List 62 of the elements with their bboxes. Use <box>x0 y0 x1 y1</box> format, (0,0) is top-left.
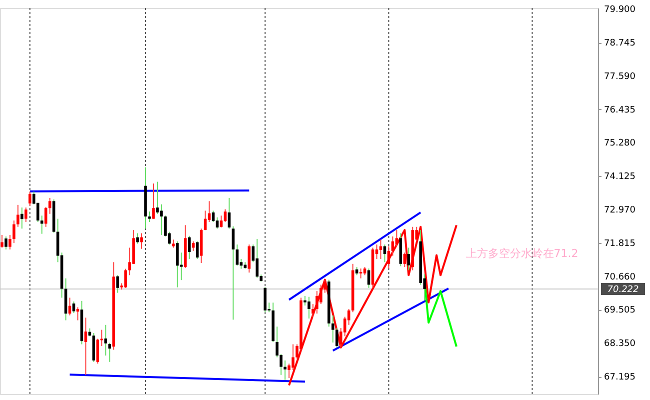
candlestick <box>308 296 310 320</box>
y-tick-label: 77.590 <box>604 72 636 82</box>
candlestick <box>264 286 267 313</box>
line-series <box>288 224 458 386</box>
annotation: 上方多空分水岭在71.2 <box>466 247 578 260</box>
y-tick-label: 72.970 <box>604 206 636 216</box>
y-tick-label: 71.815 <box>604 238 636 249</box>
candlestick <box>196 240 199 260</box>
candlestick <box>140 232 143 250</box>
candlestick <box>72 300 76 314</box>
y-tick-label: 76.435 <box>604 105 636 116</box>
candlestick <box>403 252 406 268</box>
candlestick <box>84 317 88 376</box>
candlestick <box>40 215 44 234</box>
candlestick <box>96 338 100 364</box>
candlestick <box>320 284 322 305</box>
y-tick-label: 67.195 <box>604 372 636 383</box>
candlestick <box>16 204 20 228</box>
candlestick <box>367 268 370 288</box>
candlestick <box>160 204 163 236</box>
candlestick <box>176 240 179 288</box>
y-tick-label: 68.350 <box>604 339 636 350</box>
candlestick <box>256 238 259 278</box>
y-tick-label: 78.745 <box>604 38 636 49</box>
candlestick <box>12 220 16 244</box>
candlestick <box>216 216 219 230</box>
candlestick <box>20 207 24 230</box>
candlestick <box>104 324 108 356</box>
candlestick <box>407 247 410 271</box>
candlestick <box>0 234 4 248</box>
candlestick <box>4 236 8 250</box>
candlestick <box>48 197 52 214</box>
candlestick <box>148 211 151 222</box>
candlestick <box>232 226 235 320</box>
candlestick <box>304 295 306 306</box>
candlestick <box>24 207 28 222</box>
ref-line-label: 70.222 <box>607 284 640 295</box>
candlestick <box>220 215 223 228</box>
candlestick <box>292 344 294 370</box>
candlestick <box>331 314 334 344</box>
candlestick <box>108 342 112 362</box>
y-tick-label: 74.125 <box>604 172 636 182</box>
y-tick-label: 75.280 <box>604 138 636 149</box>
candlestick <box>116 274 119 294</box>
candlestick <box>124 268 127 288</box>
candlestick <box>8 234 12 250</box>
candlestick <box>188 235 191 260</box>
candlestick <box>236 244 239 266</box>
candlestick <box>136 232 139 244</box>
candlestick <box>335 328 338 348</box>
candlestick <box>284 360 286 380</box>
y-tick-label: 79.900 <box>604 5 636 16</box>
candlestick <box>28 191 32 207</box>
candlestick <box>152 183 155 220</box>
candlestick <box>156 181 159 214</box>
candlestick <box>395 230 398 247</box>
candlestick <box>387 246 390 270</box>
y-tick-label: 70.660 <box>604 272 636 282</box>
candlestick <box>316 290 318 314</box>
y-tick-label: 69.505 <box>604 306 636 316</box>
candlestick <box>359 268 362 279</box>
candlestick <box>312 304 314 318</box>
